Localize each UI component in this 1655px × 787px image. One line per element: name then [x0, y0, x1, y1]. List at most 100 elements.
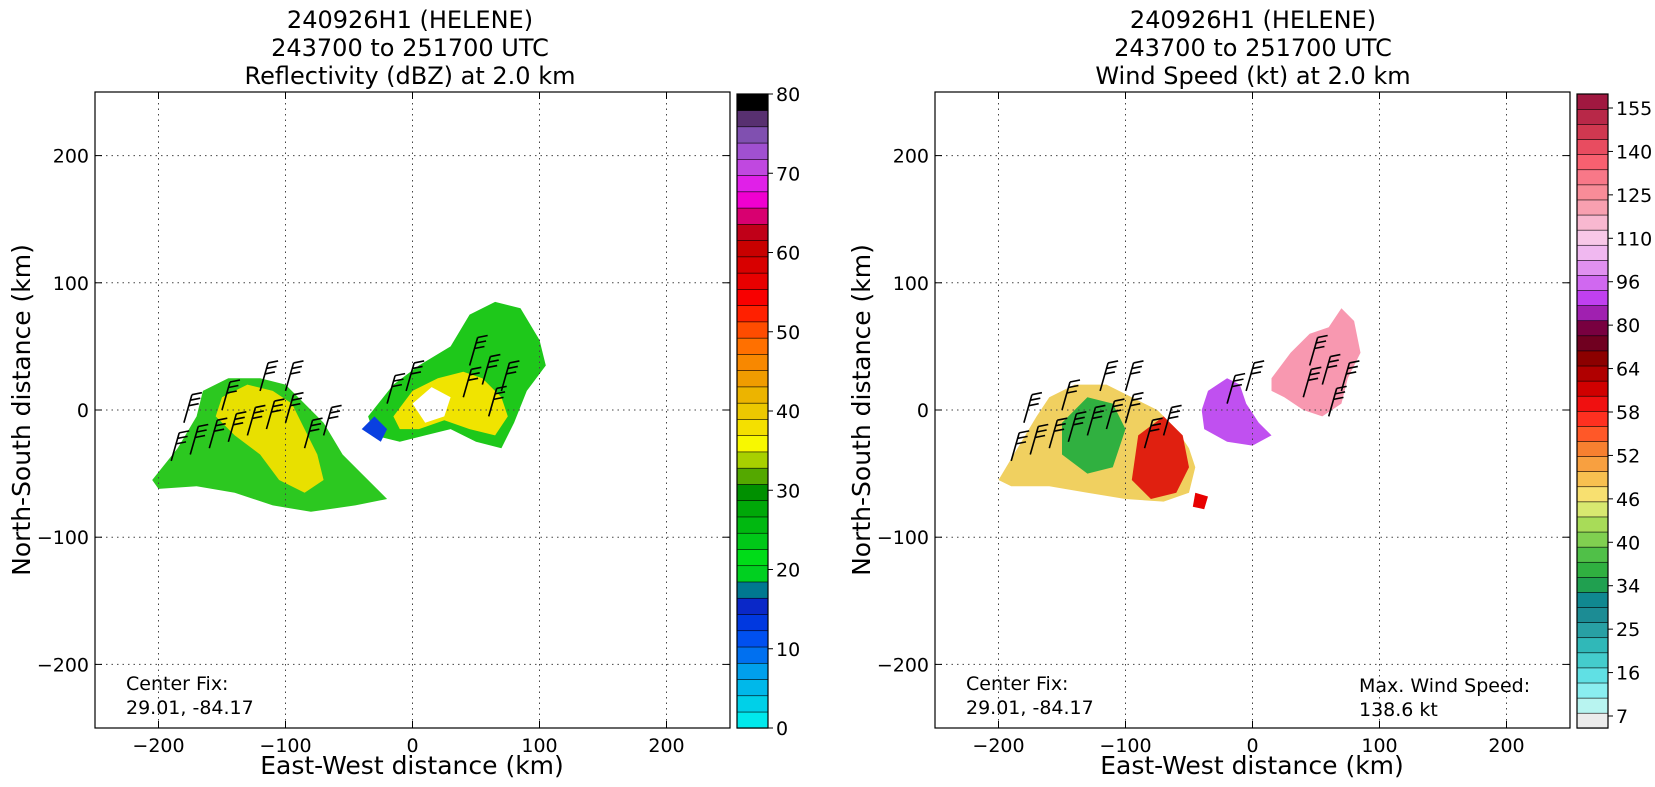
wind-barb-flag [1347, 365, 1358, 370]
colorbar-tick-label: 46 [1616, 489, 1640, 511]
wind-barb-flag [1095, 404, 1106, 409]
wind-barb-flag [391, 383, 403, 388]
colorbar-segment [1576, 622, 1609, 639]
colorbar-segment [736, 483, 769, 502]
wind-barb-flag [271, 409, 282, 413]
y-tick-label: 0 [77, 400, 89, 422]
wind-barb-flag [1171, 404, 1182, 409]
colorbar-tick-label: 10 [776, 639, 800, 661]
wind-barb-flag [474, 345, 485, 350]
colorbar-segment [1576, 667, 1609, 684]
x-tick-label: 200 [1488, 735, 1524, 757]
colorbar-tick-label: 20 [776, 560, 800, 582]
colorbar-segment [1576, 712, 1609, 729]
panel-title-line-2: 243700 to 251700 UTC [271, 34, 549, 62]
colorbar-tick-label: 80 [776, 84, 800, 106]
wind-barb-flag [175, 441, 187, 445]
field-region [1192, 492, 1208, 510]
colorbar-tick-label: 70 [776, 163, 800, 185]
colorbar-tick-label: 7 [1616, 706, 1628, 728]
colorbar-segment [1576, 335, 1609, 352]
y-tick-label: 100 [893, 273, 929, 295]
colorbar-segment [736, 695, 769, 713]
colorbar-segment [736, 158, 769, 176]
wind-barb-flag [234, 416, 245, 421]
wind-barb-flag [496, 385, 507, 390]
wind-barb-flag [1336, 385, 1347, 390]
colorbar-segment [1576, 576, 1609, 593]
y-tick-label: 200 [893, 146, 929, 168]
wind-barb-flag [471, 366, 482, 371]
wind-barb-flag [215, 422, 226, 427]
colorbar-segment [736, 451, 769, 469]
axis-ticks: −200 −100 0 100 200 −200 −100 0 100 200 [37, 92, 730, 757]
wind-barb [1023, 394, 1033, 423]
colorbar-segment [1576, 455, 1609, 472]
wind-barb-flag [252, 415, 263, 420]
wind-barb-flag [274, 398, 285, 402]
wind-barb-flag [1317, 334, 1328, 339]
y-tick-label: −200 [37, 654, 89, 676]
colorbar-tick-label: 155 [1616, 98, 1652, 120]
colorbar-segment [1576, 652, 1609, 669]
wind-barb-flag [291, 397, 303, 402]
colorbar-segment [1576, 380, 1609, 397]
grid-lines [935, 92, 1570, 728]
wind-barb-flag [1231, 383, 1243, 388]
colorbar-tick-label: 40 [1616, 532, 1640, 554]
wind-barb-flag [1314, 345, 1325, 350]
colorbar-segment [1576, 516, 1609, 533]
colorbar-tick-label: 80 [1616, 315, 1640, 337]
wind-barb-flag [266, 365, 277, 370]
wind-barb-flag [410, 371, 422, 375]
wind-barb-flag [236, 411, 247, 415]
y-axis-label: North-South distance (km) [847, 244, 876, 576]
wind-barb-flag [290, 371, 301, 375]
wind-barb-flag [1250, 371, 1262, 375]
colorbar-segment [736, 305, 769, 323]
x-tick-label: 200 [648, 735, 684, 757]
wind-barb-flag [191, 391, 203, 396]
wind-barb-flag [413, 360, 425, 364]
colorbar-segment [736, 174, 769, 193]
colorbar-segment [736, 532, 769, 550]
wind-barb-flag [1152, 417, 1163, 421]
x-tick-label: −100 [259, 735, 311, 757]
wind-barb-flag [1234, 372, 1246, 377]
wind-barb-flag [329, 410, 341, 414]
colorbar-tick-label: 25 [1616, 619, 1640, 641]
wind-barb-flag [467, 377, 479, 382]
wind-barb-flag [1076, 411, 1087, 415]
wind-barb-flag [1068, 384, 1079, 389]
colorbar-segment [736, 500, 769, 518]
wind-barb-flag [506, 371, 517, 375]
wind-barb-flag [267, 360, 279, 364]
wind-barb-flag [1112, 403, 1124, 408]
wind-barb-flag [1333, 396, 1344, 401]
wind-barb-flag [1036, 429, 1047, 433]
wind-barb-flag [228, 384, 239, 389]
colorbar-segment [736, 370, 769, 388]
wind-barb-flag [293, 391, 304, 396]
colorbar-tick-label: 64 [1616, 359, 1640, 381]
y-tick-label: −100 [37, 527, 89, 549]
colorbar-frame [1576, 93, 1609, 729]
colorbar-segment [1576, 546, 1609, 563]
wind-barb-flag [1328, 359, 1339, 363]
field-region [215, 384, 324, 493]
wind-barb-flag [1233, 378, 1244, 382]
wind-barb-flag [194, 434, 206, 439]
wind-barb-flag [494, 391, 506, 395]
colorbar-segment [1576, 184, 1609, 201]
panel-title-line-1: 240926H1 (HELENE) [287, 6, 533, 34]
wind-barb-flag [1349, 360, 1360, 364]
wind-barb-flag [1346, 371, 1357, 375]
colorbar-segment [736, 126, 769, 144]
colorbar-segment [1576, 229, 1609, 246]
colorbar-segment [736, 581, 769, 599]
wind-barb-flag [1311, 366, 1322, 371]
wind-barb-flag [1107, 360, 1119, 364]
colorbar-segment [1576, 637, 1609, 654]
wind-barb-flag [1074, 416, 1085, 421]
wind-barb-flag [310, 422, 322, 427]
